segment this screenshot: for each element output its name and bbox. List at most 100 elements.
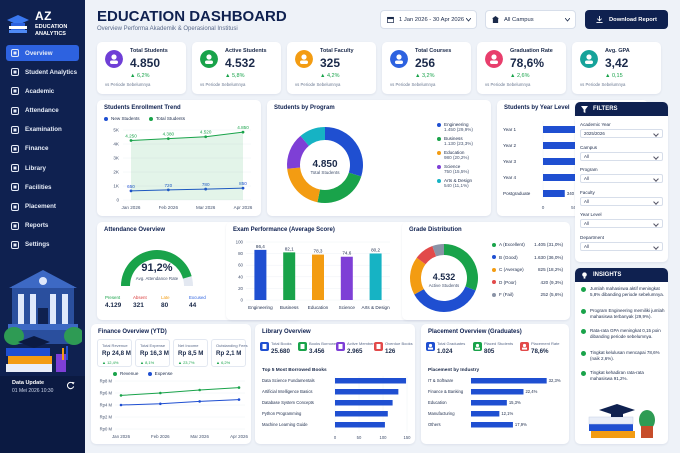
donut-slice	[444, 244, 478, 291]
filter-select-campus[interactable]: All	[580, 151, 663, 161]
y-tick-label: Rp0 M	[100, 427, 113, 432]
data-point	[166, 137, 170, 141]
finance-legend: Revenue Expense	[113, 371, 173, 376]
category-label: IT & Software	[428, 378, 454, 383]
placement-stat-placed-students: Placed Students 805	[473, 340, 518, 362]
sidebar-item-facilities[interactable]: Facilities	[6, 179, 79, 195]
filter-select-year-level[interactable]: All	[580, 219, 663, 229]
data-point	[198, 400, 201, 403]
bar	[471, 422, 513, 428]
sidebar-item-finance[interactable]: Finance	[6, 141, 79, 157]
sidebar-item-student-analytics[interactable]: Student Analytics	[6, 64, 79, 80]
data-label: 720	[164, 183, 172, 188]
library-books-chart: 0 50 100 150 Data Science Fundamentals Artifi…	[262, 376, 412, 440]
bar	[340, 256, 353, 300]
sidebar-item-overview[interactable]: Overview	[6, 45, 79, 61]
category-label: Data Science Fundamentals	[262, 378, 315, 383]
money-icon	[11, 144, 19, 153]
placement-stat-icon	[520, 342, 529, 351]
kpi-period: vs Periode Sebelumnya	[485, 82, 531, 87]
bar	[471, 411, 500, 417]
filter-select-department[interactable]: All	[580, 242, 663, 251]
category-label: Finance & Banking	[428, 389, 464, 394]
book-icon	[298, 342, 307, 351]
sidebar-item-attendance[interactable]: Attendance	[6, 103, 79, 119]
donut-center-label: Active Students	[429, 283, 460, 288]
category-label: Education	[428, 400, 447, 405]
data-label: 4.850	[237, 125, 249, 130]
donut-center-value: 4.850	[312, 159, 337, 170]
kpi-value: 4.532	[225, 56, 256, 70]
book-icon	[11, 87, 19, 96]
bar	[543, 190, 565, 197]
kpi-icon	[485, 50, 503, 68]
sidebar-item-settings[interactable]: Settings	[6, 237, 79, 253]
sidebar-item-label: Attendance	[25, 107, 59, 115]
data-point	[129, 189, 133, 193]
sidebar-item-examination[interactable]: Examination	[6, 122, 79, 138]
library-stat-books-borrowed: Books Borrowed 3.456	[298, 340, 338, 362]
calendar-icon	[387, 16, 394, 23]
bar-label: 15,3%	[509, 400, 521, 405]
kpi-card-total-students: Total Students 4.850 ▲ 6,2% vs Periode S…	[97, 42, 186, 94]
insight-item: Tingkat kehadiran rata-rata mahasiswa 91…	[581, 370, 665, 381]
category-label: Year 1	[503, 127, 517, 132]
sidebar-item-placement[interactable]: Placement	[6, 199, 79, 215]
y-tick-label: Rp2 M	[100, 415, 113, 420]
filter-select-program[interactable]: All	[580, 174, 663, 184]
donut-slice	[414, 286, 476, 312]
enrollment-legend: New Students Total Students	[104, 116, 185, 121]
building-icon	[11, 183, 19, 192]
finance-card: Finance Overview (YTD) Total Revenue Rp …	[91, 324, 251, 444]
sidebar: AZ EDUCATION ANALYTICS Overview Student A…	[0, 0, 85, 453]
download-report-button[interactable]: Download Report	[585, 10, 668, 29]
grade-legend-item: A (Excellent) 1.405 (31,0%)	[492, 242, 567, 247]
kpi-value: 78,6%	[510, 56, 545, 70]
kpi-icon	[390, 50, 408, 68]
placement-industry-chart: IT & Software 32,3% Finance & Banking 22,4%…	[428, 378, 561, 428]
program-legend-item: Business 1.130 (23,3%)	[437, 136, 473, 146]
program-card: Students by Program 4.850 Total Students …	[267, 100, 491, 216]
program-legend-item: Science 750 (15,5%)	[437, 164, 469, 174]
bar-label: 82,1	[285, 246, 294, 251]
data-point	[204, 187, 208, 191]
kpi-card-graduation-rate: Graduation Rate 78,6% ▲ 2,6% vs Periode …	[477, 42, 566, 94]
x-tick-label: 150	[404, 435, 412, 440]
y-tick-label: Rp6 M	[100, 391, 113, 396]
enrollment-trend-card: Students Enrollment Trend New Students T…	[97, 100, 261, 216]
sidebar-item-label: Academic	[25, 87, 55, 95]
building-icon	[492, 16, 499, 23]
filter-label: Academic Year	[580, 122, 611, 127]
enrollment-title: Students Enrollment Trend	[104, 105, 181, 111]
sidebar-item-library[interactable]: Library	[6, 160, 79, 176]
sidebar-nav: Overview Student Analytics Academic Atte…	[6, 45, 79, 256]
lightbulb-icon	[582, 271, 587, 279]
y-tick-label: 0	[241, 298, 244, 303]
kpi-icon	[200, 50, 218, 68]
donut-slice	[432, 244, 444, 257]
category-label: Year 3	[503, 159, 517, 164]
x-tick-label: Jan 2026	[122, 205, 141, 210]
year-level-title: Students by Year Level	[504, 105, 570, 111]
date-range-picker[interactable]: 1 Jan 2026 - 30 Apr 2026	[380, 10, 477, 29]
category-label: Database System Concepts	[262, 400, 314, 405]
x-tick-label: Education	[308, 305, 329, 310]
y-tick-label: 20	[238, 286, 243, 291]
sidebar-item-reports[interactable]: Reports	[6, 218, 79, 234]
filter-select-faculty[interactable]: All	[580, 196, 663, 206]
campus-select[interactable]: All Campus	[485, 10, 576, 29]
filter-select-academic-year[interactable]: 2025/2026	[580, 129, 663, 138]
sidebar-item-academic[interactable]: Academic	[6, 83, 79, 99]
kpi-value: 4.850	[130, 56, 161, 70]
kpi-card-total-courses: Total Courses 256 ▲ 3,2% vs Periode Sebe…	[382, 42, 471, 94]
bar	[254, 249, 267, 300]
attendance-stat: Late 80	[161, 295, 170, 309]
refresh-icon[interactable]	[66, 381, 75, 390]
data-point	[241, 130, 245, 134]
y-tick-label: 0	[116, 198, 119, 203]
users-icon	[11, 68, 19, 77]
finance-title: Finance Overview (YTD)	[98, 329, 167, 335]
data-point	[119, 394, 123, 397]
bar-label: 78,3	[314, 249, 323, 254]
finance-card-total-revenue: Total Revenue Rp 24,8 M ▲ 12,4%	[97, 339, 132, 367]
